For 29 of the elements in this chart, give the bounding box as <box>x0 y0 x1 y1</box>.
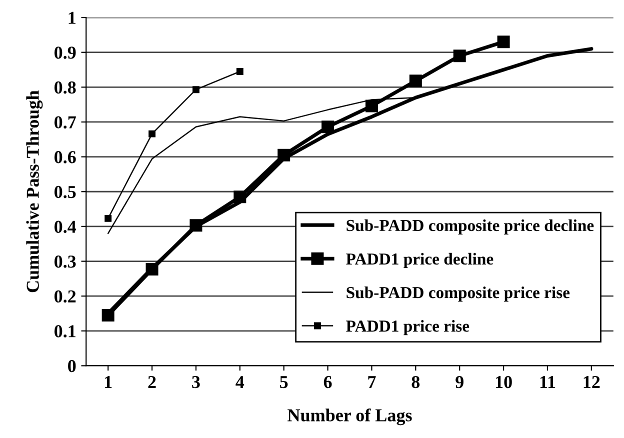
y-tick-label: 0.9 <box>54 46 76 59</box>
y-tick-label: 0 <box>68 360 76 372</box>
x-tick-label: 11 <box>540 376 556 388</box>
y-tick-label: 0.5 <box>54 186 76 198</box>
y-tick-label: 0.8 <box>54 81 76 94</box>
x-tick-label: 6 <box>324 376 332 388</box>
x-tick-label: 8 <box>412 376 420 388</box>
legend-label: Sub-PADD composite price decline <box>346 219 594 234</box>
y-tick-label: 0.1 <box>54 325 76 338</box>
x-tick-label: 3 <box>192 376 200 388</box>
legend-label: PADD1 price rise <box>346 320 470 336</box>
y-tick-label: 0.3 <box>54 256 76 268</box>
x-tick-label: 12 <box>584 376 600 388</box>
y-tick-label: 0.2 <box>54 290 76 303</box>
x-tick-label: 5 <box>280 376 288 388</box>
x-axis-title: Number of Lags <box>288 408 412 426</box>
x-tick-label: 1 <box>105 376 112 388</box>
legend-label: Sub-PADD composite price rise <box>346 286 570 302</box>
x-tick-label: 7 <box>368 376 376 388</box>
x-tick-label: 4 <box>236 376 244 388</box>
legend-label: PADD1 price decline <box>346 252 494 268</box>
y-tick-label: 0.6 <box>54 151 76 164</box>
y-tick-label: 0.4 <box>54 220 76 233</box>
y-tick-label: 0.7 <box>54 116 76 129</box>
x-tick-label: 9 <box>456 376 464 388</box>
x-tick-label: 10 <box>496 376 512 388</box>
x-tick-label: 2 <box>148 376 156 388</box>
y-tick-label: 1 <box>68 12 76 24</box>
y-axis-title: Cumulative Pass-Through <box>26 90 43 292</box>
